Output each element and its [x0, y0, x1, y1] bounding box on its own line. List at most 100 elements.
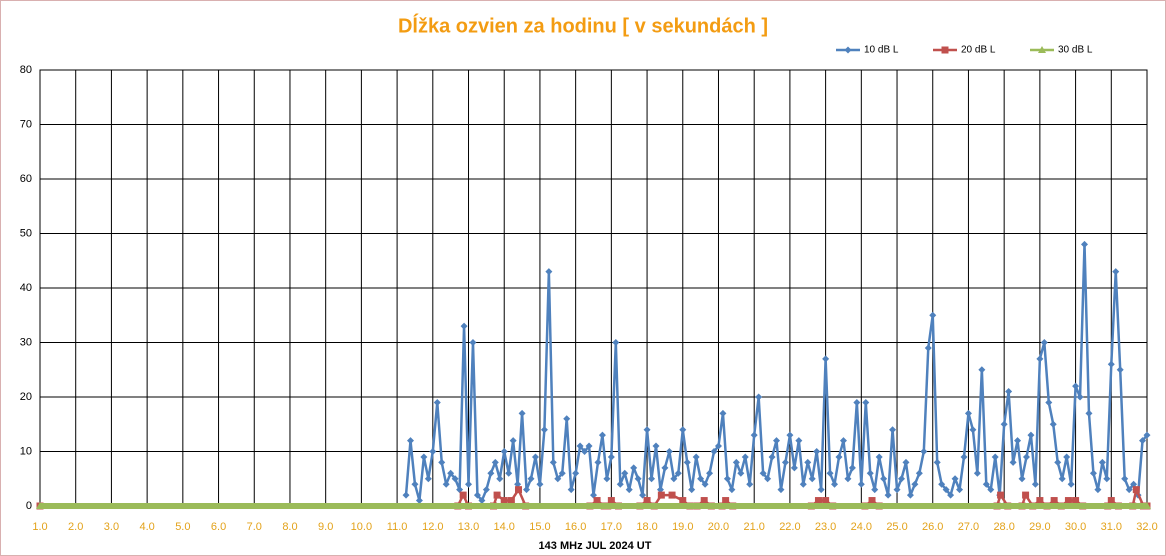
y-tick-label: 30 — [20, 336, 32, 348]
data-point — [1058, 475, 1066, 483]
data-point — [469, 339, 477, 346]
data-point — [447, 469, 455, 477]
data-point — [500, 497, 508, 505]
data-point — [808, 475, 816, 483]
data-point — [487, 469, 495, 477]
data-point — [493, 491, 501, 499]
data-point — [795, 437, 803, 445]
data-point — [411, 480, 419, 488]
x-tick-label: 27.0 — [958, 521, 979, 533]
y-tick-label: 40 — [20, 282, 32, 294]
data-point — [822, 497, 830, 505]
data-point — [630, 464, 638, 472]
data-point — [868, 497, 876, 505]
data-point — [1116, 366, 1124, 374]
data-point — [951, 475, 959, 483]
data-point — [987, 486, 995, 494]
x-tick-label: 8.0 — [282, 521, 297, 533]
data-point — [625, 486, 633, 494]
data-point — [665, 448, 673, 455]
data-point — [924, 344, 932, 352]
data-point — [442, 480, 450, 488]
data-point — [701, 480, 709, 488]
data-point — [804, 458, 812, 466]
x-tick-label: 15.0 — [529, 521, 550, 533]
data-point — [456, 486, 464, 494]
data-point — [964, 409, 972, 417]
data-point — [657, 491, 665, 499]
data-point — [1130, 480, 1138, 488]
data-point — [515, 486, 523, 494]
data-point — [661, 464, 669, 472]
data-point — [1009, 458, 1017, 466]
data-point — [941, 46, 949, 54]
data-point — [648, 475, 656, 483]
x-tick-label: 12.0 — [422, 521, 443, 533]
x-tick-label: 16.0 — [565, 521, 586, 533]
data-point — [1045, 398, 1053, 406]
x-tick-label: 4.0 — [139, 521, 154, 533]
x-tick-label: 10.0 — [351, 521, 372, 533]
data-point — [911, 480, 919, 488]
data-point — [406, 437, 414, 445]
data-point — [1081, 240, 1089, 248]
data-point — [491, 458, 499, 466]
y-tick-label: 10 — [20, 445, 32, 457]
data-point — [710, 448, 718, 455]
data-point — [554, 475, 562, 483]
data-point — [764, 475, 772, 483]
x-tick-label: 11.0 — [387, 521, 408, 533]
data-point — [692, 453, 700, 461]
data-point — [1072, 382, 1080, 390]
data-point — [478, 497, 486, 505]
x-tick-label: 19.0 — [672, 521, 693, 533]
data-point — [1049, 420, 1057, 428]
data-point — [634, 475, 642, 483]
data-point — [714, 442, 722, 450]
data-point — [991, 453, 999, 461]
x-tick-label: 17.0 — [601, 521, 622, 533]
data-point — [1121, 475, 1129, 483]
data-point — [424, 475, 432, 483]
data-point — [1098, 458, 1106, 466]
data-point — [540, 426, 548, 434]
data-point — [875, 453, 883, 461]
data-point — [607, 453, 615, 461]
data-point — [1005, 388, 1013, 396]
data-point — [777, 486, 785, 494]
data-point — [920, 448, 928, 455]
x-tick-label: 2.0 — [68, 521, 83, 533]
data-point — [956, 486, 964, 494]
data-point — [590, 491, 597, 499]
data-point — [433, 398, 441, 406]
data-point — [607, 497, 615, 505]
data-point — [929, 311, 937, 319]
data-point — [1054, 458, 1062, 466]
data-point — [1036, 497, 1044, 505]
data-point — [1143, 431, 1151, 439]
data-point — [862, 398, 870, 406]
data-point — [1143, 502, 1151, 509]
data-point — [897, 475, 905, 483]
data-point — [737, 469, 745, 477]
data-point — [585, 442, 593, 450]
data-point — [817, 486, 825, 494]
data-point — [616, 480, 624, 488]
x-tick-label: 5.0 — [175, 521, 190, 533]
data-point — [719, 409, 727, 417]
data-point — [969, 426, 977, 434]
data-point — [884, 491, 892, 499]
data-point — [866, 469, 874, 477]
x-tick-label: 25.0 — [886, 521, 907, 533]
data-point — [814, 497, 822, 505]
data-point — [593, 497, 601, 505]
data-point — [893, 486, 901, 494]
data-point — [978, 366, 986, 374]
data-point — [612, 339, 620, 346]
data-point — [960, 453, 968, 461]
data-point — [1050, 497, 1058, 505]
data-point — [1040, 339, 1048, 346]
data-point — [750, 431, 758, 439]
data-point — [844, 46, 852, 54]
